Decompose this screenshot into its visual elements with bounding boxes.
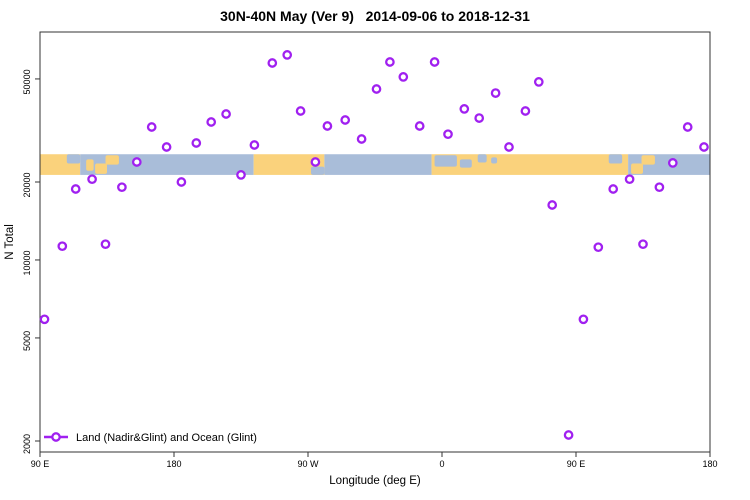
y-tick-label: 5000 [22, 331, 32, 351]
data-point [520, 106, 531, 116]
data-point [356, 134, 367, 144]
y-axis-title: N Total [4, 224, 16, 260]
y-tick-label: 50000 [22, 69, 32, 94]
map-band-land-patch [95, 163, 107, 174]
map-band-ocean-patch [434, 155, 457, 167]
chart-title: 30N-40N May (Ver 9) 2014-09-06 to 2018-1… [220, 8, 530, 24]
data-point [593, 242, 604, 253]
y-tick-label: 10000 [22, 250, 32, 275]
data-point [654, 182, 665, 193]
data-point [563, 430, 574, 440]
data-point [578, 314, 589, 325]
map-band-ocean-patch [459, 159, 472, 168]
data-point [282, 50, 293, 60]
map-band-ocean-segment [324, 154, 432, 175]
x-axis: 90 E 180 90 W 0 90 E 180 [31, 452, 718, 469]
map-band-land-patch [631, 163, 643, 174]
data-point [117, 182, 127, 193]
data-point [57, 241, 68, 252]
data-point [608, 184, 619, 194]
y-axis: 2000 5000 10000 20000 50000 [22, 69, 40, 454]
data-point [682, 122, 693, 132]
map-band-ocean-segment [80, 154, 254, 175]
data-point [322, 121, 333, 131]
data-point [624, 174, 635, 185]
data-point [533, 77, 544, 87]
x-tick-label: 90 W [297, 459, 319, 469]
x-tick-label: 180 [702, 459, 717, 469]
y-tick-label: 2000 [22, 434, 32, 454]
legend: Land (Nadir&Glint) and Ocean (Glint) [44, 432, 257, 444]
legend-label: Land (Nadir&Glint) and Ocean (Glint) [76, 432, 257, 444]
data-point [504, 142, 514, 152]
data-point [87, 174, 97, 185]
data-point [131, 157, 142, 167]
map-band-layer [40, 154, 710, 175]
x-tick-label: 90 E [567, 459, 586, 469]
map-band-ocean-patch [477, 154, 487, 163]
plot-border [39, 31, 711, 453]
data-point [206, 117, 217, 127]
map-band-land-patch [641, 155, 655, 165]
x-tick-label: 0 [439, 459, 444, 469]
data-point [39, 314, 50, 325]
map-band-ocean-patch [608, 154, 623, 164]
data-point [667, 158, 678, 168]
data-point [267, 58, 278, 68]
data-point [340, 115, 351, 125]
data-point [371, 84, 382, 94]
data-point [414, 121, 425, 131]
data-point [547, 200, 558, 210]
data-points-layer [39, 50, 709, 440]
data-point [100, 239, 111, 250]
data-point [249, 140, 260, 150]
data-point [310, 157, 321, 167]
data-point [236, 170, 246, 180]
map-band-land-segment [253, 154, 325, 175]
legend-marker-icon [51, 432, 61, 442]
data-point [191, 138, 202, 148]
x-tick-label: 90 E [31, 459, 50, 469]
data-point [161, 142, 172, 152]
x-tick-label: 180 [166, 459, 181, 469]
data-point [459, 104, 470, 114]
map-band-land-patch [105, 155, 119, 165]
data-point [295, 106, 306, 116]
data-point [176, 177, 187, 187]
y-tick-label: 20000 [22, 172, 32, 197]
data-point [398, 72, 409, 82]
data-point [429, 57, 440, 67]
map-band-ocean-patch [66, 154, 81, 164]
map-band-ocean-patch [491, 157, 498, 164]
map-band-land-patch [86, 159, 94, 171]
data-point [146, 122, 157, 132]
data-point [443, 129, 453, 140]
data-point [490, 88, 501, 98]
x-axis-title: Longitude (deg E) [329, 475, 421, 487]
data-point [638, 239, 648, 250]
data-point [474, 113, 485, 123]
data-point [385, 57, 395, 67]
data-point [221, 109, 231, 119]
data-point [699, 142, 709, 152]
map-band-ocean-patch [310, 166, 325, 175]
data-point [70, 184, 81, 194]
